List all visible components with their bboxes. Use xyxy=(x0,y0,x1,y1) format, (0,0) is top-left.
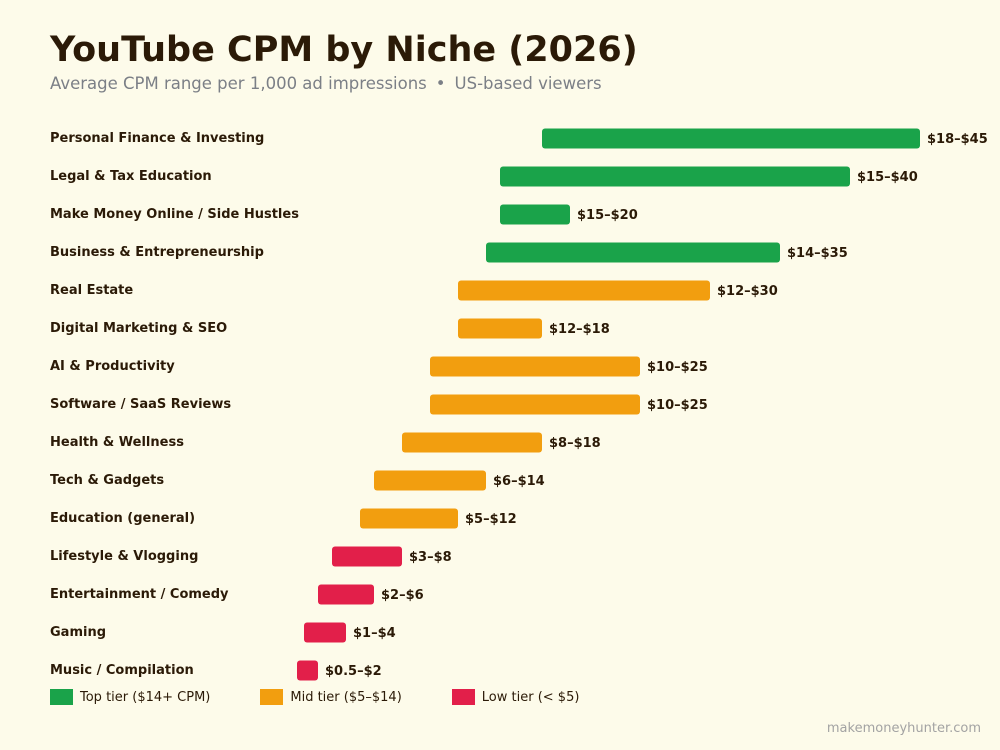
category-label-legal-tax-education: Legal & Tax Education xyxy=(50,169,212,184)
category-label-health-wellness: Health & Wellness xyxy=(50,435,184,450)
legend-item-low-tier: Low tier (< $5) xyxy=(451,689,580,705)
range-value-label-make-money-online-side-hustles: $15–$20 xyxy=(577,208,638,223)
range-bar-make-money-online-side-hustles xyxy=(500,204,570,225)
range-value-label-education-general: $5–$12 xyxy=(465,512,517,527)
legend-item-mid-tier: Mid tier ($5–$14) xyxy=(260,689,402,705)
legend-label-low-tier: Low tier (< $5) xyxy=(481,689,580,705)
chart-legend: Top tier ($14+ CPM) Mid tier ($5–$14) Lo… xyxy=(50,689,629,705)
range-value-label-lifestyle-vlogging: $3–$8 xyxy=(409,550,452,565)
range-value-label-business-entrepreneurship: $14–$35 xyxy=(787,246,848,261)
range-bar-gaming xyxy=(304,622,346,643)
range-bar-music-compilation xyxy=(297,660,318,681)
range-value-label-health-wellness: $8–$18 xyxy=(549,436,601,451)
category-label-software-saas-reviews: Software / SaaS Reviews xyxy=(50,397,231,412)
legend-item-top-tier: Top tier ($14+ CPM) xyxy=(50,689,210,705)
legend-swatch-low-tier xyxy=(451,689,475,705)
range-value-label-legal-tax-education: $15–$40 xyxy=(857,170,918,185)
range-bar-entertainment-comedy xyxy=(318,584,374,605)
range-value-label-music-compilation: $0.5–$2 xyxy=(325,664,382,679)
range-bar-software-saas-reviews xyxy=(430,394,640,415)
range-bar-personal-finance-investing xyxy=(542,128,920,149)
category-label-personal-finance-investing: Personal Finance & Investing xyxy=(50,131,264,146)
range-value-label-software-saas-reviews: $10–$25 xyxy=(647,398,708,413)
range-bar-tech-gadgets xyxy=(374,470,486,491)
legend-label-mid-tier: Mid tier ($5–$14) xyxy=(290,689,402,705)
category-label-tech-gadgets: Tech & Gadgets xyxy=(50,473,164,488)
range-value-label-gaming: $1–$4 xyxy=(353,626,396,641)
category-label-entertainment-comedy: Entertainment / Comedy xyxy=(50,587,229,602)
subtitle-description: Average CPM range per 1,000 ad impressio… xyxy=(50,74,427,93)
legend-swatch-top-tier xyxy=(50,689,73,705)
range-bar-business-entrepreneurship xyxy=(486,242,780,263)
category-label-education-general: Education (general) xyxy=(50,511,195,526)
range-value-label-real-estate: $12–$30 xyxy=(717,284,778,299)
source-credit: makemoneyhunter.com xyxy=(826,721,981,736)
range-value-label-tech-gadgets: $6–$14 xyxy=(493,474,545,489)
range-value-label-personal-finance-investing: $18–$45 xyxy=(927,132,988,147)
legend-swatch-mid-tier xyxy=(260,689,284,705)
range-bar-real-estate xyxy=(458,280,710,301)
legend-label-top-tier: Top tier ($14+ CPM) xyxy=(80,689,211,705)
range-bar-digital-marketing-seo xyxy=(458,318,542,339)
range-value-label-digital-marketing-seo: $12–$18 xyxy=(549,322,610,337)
category-label-digital-marketing-seo: Digital Marketing & SEO xyxy=(50,321,227,336)
category-label-make-money-online-side-hustles: Make Money Online / Side Hustles xyxy=(50,207,299,222)
range-bar-lifestyle-vlogging xyxy=(332,546,402,567)
range-value-label-entertainment-comedy: $2–$6 xyxy=(381,588,424,603)
range-bar-legal-tax-education xyxy=(500,166,850,187)
range-bar-education-general xyxy=(360,508,458,529)
chart-title: YouTube CPM by Niche (2026) xyxy=(50,30,638,70)
category-label-music-compilation: Music / Compilation xyxy=(50,663,194,678)
range-value-label-ai-productivity: $10–$25 xyxy=(647,360,708,375)
range-bar-health-wellness xyxy=(402,432,542,453)
category-label-real-estate: Real Estate xyxy=(50,283,133,298)
category-label-lifestyle-vlogging: Lifestyle & Vlogging xyxy=(50,549,198,564)
category-label-ai-productivity: AI & Productivity xyxy=(50,359,175,374)
chart-subtitle: Average CPM range per 1,000 ad impressio… xyxy=(50,74,602,93)
subtitle-audience: US-based viewers xyxy=(454,74,602,93)
range-bar-ai-productivity xyxy=(430,356,640,377)
category-label-business-entrepreneurship: Business & Entrepreneurship xyxy=(50,245,264,260)
category-label-gaming: Gaming xyxy=(50,625,106,640)
subtitle-separator: • xyxy=(435,74,446,93)
